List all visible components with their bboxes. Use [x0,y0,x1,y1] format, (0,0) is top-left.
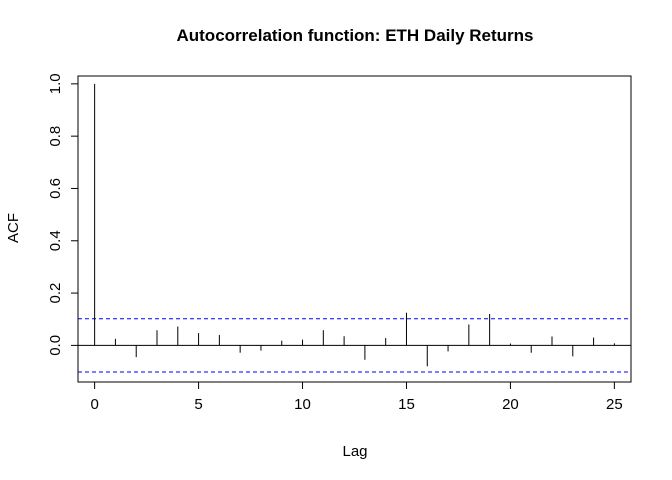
plot-frame [77,75,632,383]
x-axis-label: Lag [342,443,367,460]
y-tick-label: 0.0 [47,335,64,356]
chart-title: Autocorrelation function: ETH Daily Retu… [176,26,533,45]
plot-area: 0 5 10 15 20 25 0.0 0.2 0.4 0.6 0.8 1.0 [47,73,632,413]
x-tick-label: 15 [398,396,415,413]
y-tick-label: 0.2 [47,283,64,304]
x-tick-label: 5 [194,396,202,413]
x-tick-label: 10 [294,396,311,413]
y-tick-label: 0.8 [47,126,64,147]
y-axis-label: ACF [5,213,22,243]
y-tick-label: 0.6 [47,178,64,199]
x-tick-label: 20 [502,396,519,413]
y-tick-label: 1.0 [47,73,64,94]
y-tick-label: 0.4 [47,230,64,251]
x-tick-label: 0 [90,396,98,413]
x-tick-label: 25 [606,396,623,413]
